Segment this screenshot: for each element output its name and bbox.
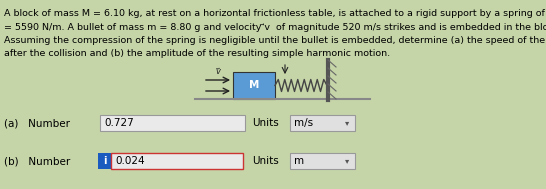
FancyBboxPatch shape: [98, 153, 111, 169]
Text: (b)   Number: (b) Number: [4, 156, 70, 166]
Text: Units: Units: [252, 118, 279, 128]
Text: = 5590 N/m. A bullet of mass m = 8.80 g and velocity ⃗v  of magnitude 520 m/s st: = 5590 N/m. A bullet of mass m = 8.80 g …: [4, 22, 546, 32]
Text: 0.727: 0.727: [104, 118, 134, 128]
FancyBboxPatch shape: [290, 153, 355, 169]
FancyBboxPatch shape: [111, 153, 243, 169]
Text: after the collision and (b) the amplitude of the resulting simple harmonic motio: after the collision and (b) the amplitud…: [4, 50, 390, 59]
Text: ▾: ▾: [345, 119, 349, 128]
Text: 0.024: 0.024: [115, 156, 145, 166]
Text: i: i: [103, 156, 106, 166]
Text: v⃗: v⃗: [216, 67, 221, 76]
FancyBboxPatch shape: [233, 72, 275, 99]
FancyBboxPatch shape: [100, 115, 245, 131]
Text: Assuming the compression of the spring is negligible until the bullet is embedde: Assuming the compression of the spring i…: [4, 36, 546, 45]
FancyBboxPatch shape: [290, 115, 355, 131]
Text: M: M: [249, 81, 259, 91]
Text: m/s: m/s: [294, 118, 313, 128]
Text: m: m: [294, 156, 304, 166]
Text: Units: Units: [252, 156, 279, 166]
Text: ▾: ▾: [345, 156, 349, 166]
Text: (a)   Number: (a) Number: [4, 118, 70, 128]
Text: A block of mass M = 6.10 kg, at rest on a horizontal frictionless table, is atta: A block of mass M = 6.10 kg, at rest on …: [4, 9, 546, 18]
